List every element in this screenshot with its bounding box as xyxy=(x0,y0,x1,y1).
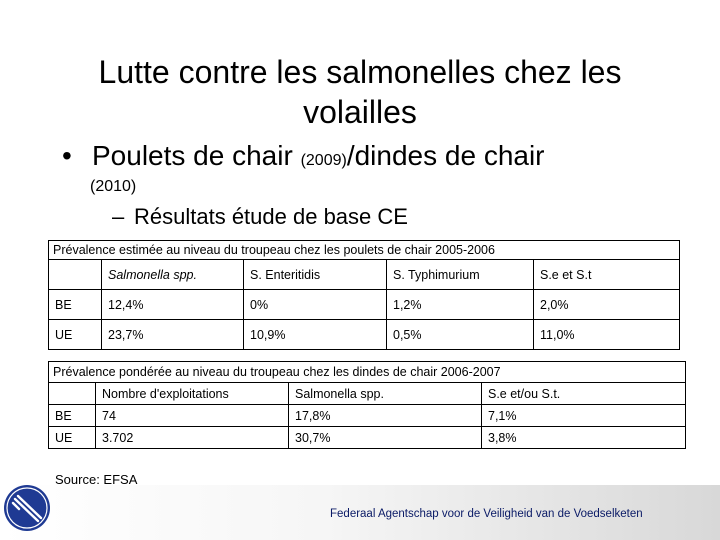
header-spp: spp. xyxy=(169,267,197,282)
table-header-row: Nombre d'exploitations Salmonella spp. S… xyxy=(48,382,686,405)
table-cell: 10,9% xyxy=(243,319,387,350)
table-cell: UE xyxy=(48,319,102,350)
table-row: BE 12,4% 0% 1,2% 2,0% xyxy=(48,289,680,320)
table-cell: UE xyxy=(48,426,96,449)
table-cell: 11,0% xyxy=(533,319,680,350)
fork-knife-circle-icon xyxy=(4,485,50,531)
bullet-year1: (2009) xyxy=(300,152,347,169)
table-cell: 7,1% xyxy=(481,404,686,427)
table-header-cell: Nombre d'exploitations xyxy=(95,382,289,405)
turkey-prevalence-table: Prévalence pondérée au niveau du troupea… xyxy=(48,361,686,449)
bullet-dot-icon: • xyxy=(62,140,72,171)
table-header-cell: S. Typhimurium xyxy=(386,259,534,290)
table-caption: Prévalence estimée au niveau du troupeau… xyxy=(48,240,680,260)
table-header-row: Salmonella spp. S. Enteritidis S. Typhim… xyxy=(48,259,680,290)
slide-title-line2: volailles xyxy=(303,94,417,130)
footer-band xyxy=(0,485,720,540)
table-header-cell: Salmonella spp. xyxy=(288,382,482,405)
table-header-cell xyxy=(48,259,102,290)
table-cell: 2,0% xyxy=(533,289,680,320)
table-cell: 23,7% xyxy=(101,319,244,350)
table-caption-row: Prévalence pondérée au niveau du troupea… xyxy=(48,361,686,383)
table-row: UE 3.702 30,7% 3,8% xyxy=(48,426,686,449)
table-caption: Prévalence pondérée au niveau du troupea… xyxy=(48,361,686,383)
slide-title: Lutte contre les salmonelles chez les vo… xyxy=(40,52,680,132)
table-cell: 3,8% xyxy=(481,426,686,449)
table-header-cell xyxy=(48,382,96,405)
slide-title-line1: Lutte contre les salmonelles chez les xyxy=(98,54,622,90)
bullet-part2: /dindes de chair xyxy=(346,140,545,171)
table-cell: 0% xyxy=(243,289,387,320)
header-salmonella-italic: Salmonella xyxy=(108,267,170,282)
bullet-year2: (2010) xyxy=(90,178,137,195)
source-note: Source: EFSA xyxy=(55,472,138,487)
table-header-cell: S. Enteritidis xyxy=(243,259,387,290)
table-row: UE 23,7% 10,9% 0,5% 11,0% xyxy=(48,319,680,350)
broiler-prevalence-table: Prévalence estimée au niveau du troupeau… xyxy=(48,240,680,350)
sub-bullet: – Résultats étude de base CE xyxy=(112,203,408,231)
footer-agency-name: Federaal Agentschap voor de Veiligheid v… xyxy=(330,508,643,520)
main-bullet: • Poulets de chair (2009)/dindes de chair xyxy=(62,137,545,180)
table-cell: 30,7% xyxy=(288,426,482,449)
table-cell: 1,2% xyxy=(386,289,534,320)
sub-bullet-dash-icon: – xyxy=(112,204,125,229)
table-header-cell: Salmonella spp. xyxy=(101,259,244,290)
table-cell: BE xyxy=(48,404,96,427)
table-cell: 17,8% xyxy=(288,404,482,427)
bullet-part1: Poulets de chair xyxy=(92,140,301,171)
table-cell: BE xyxy=(48,289,102,320)
table-header-cell: S.e et/ou S.t. xyxy=(481,382,686,405)
sub-bullet-text: Résultats étude de base CE xyxy=(134,204,408,229)
table-row: BE 74 17,8% 7,1% xyxy=(48,404,686,427)
table-cell: 0,5% xyxy=(386,319,534,350)
table-header-cell: S.e et S.t xyxy=(533,259,680,290)
table-cell: 12,4% xyxy=(101,289,244,320)
table-cell: 3.702 xyxy=(95,426,289,449)
table-caption-row: Prévalence estimée au niveau du troupeau… xyxy=(48,240,680,260)
table-cell: 74 xyxy=(95,404,289,427)
